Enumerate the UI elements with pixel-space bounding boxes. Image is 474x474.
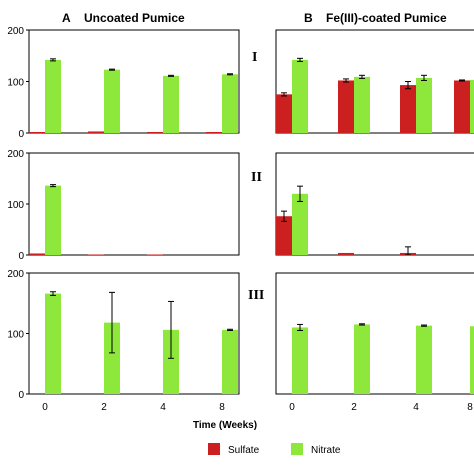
panel-b-ii-bar-sulfate: [276, 216, 292, 255]
panel-a-iii-ytick-label: 100: [7, 330, 24, 341]
panel-a-iii-bar-nitrate: [163, 329, 179, 394]
panel-b-iii-bar-nitrate: [470, 326, 474, 394]
panel-a-iii-ytick-label: 200: [7, 269, 24, 280]
panel-b-i-bar-nitrate: [470, 79, 474, 133]
panel-b-iii-bar-nitrate: [354, 324, 370, 394]
panel-a-ii-ytick-label: 0: [18, 251, 24, 262]
panel-a-i-bar-nitrate: [45, 59, 61, 134]
panel-b-iii: [275, 272, 474, 395]
legend-label-sulfate: Sulfate: [228, 445, 260, 456]
panel-a-i-bar-sulfate: [147, 131, 163, 133]
panel-b-i-bar-sulfate: [400, 85, 416, 133]
panel-a-i-ytick-label: 100: [7, 78, 24, 89]
panel-b-i: [275, 29, 474, 134]
panel-a-i-bar-sulfate: [29, 131, 45, 133]
panel-b-ii-bar-sulfate: [338, 252, 354, 255]
panel-a-iii-ytick-label: 0: [18, 390, 24, 401]
x-tick-label: 0: [289, 402, 295, 413]
column-title-uncoated: Uncoated Pumice: [84, 11, 185, 25]
column-title-coated: Fe(III)-coated Pumice: [326, 11, 447, 25]
panel-a-iii: 0 100 200: [7, 269, 240, 401]
panel-a-ii: 0 100 200: [7, 149, 240, 262]
x-tick-label: 0: [42, 402, 48, 413]
panel-b-ii-frame: [275, 152, 474, 256]
panel-b-i-frame: [275, 29, 474, 134]
panel-a-i: 0 100 200: [7, 26, 240, 140]
panel-a-i-ytick-label: 0: [18, 129, 24, 140]
panel-b-i-bar-sulfate: [338, 80, 354, 133]
panel-a-i-bar-nitrate: [222, 74, 238, 133]
panel-b-ii-bar-nitrate: [292, 193, 308, 255]
panel-a-i-bar-sulfate: [206, 131, 222, 133]
x-tick-label: 4: [413, 402, 419, 413]
panel-a-iii-bar-nitrate: [222, 329, 238, 394]
panel-b-i-bar-sulfate: [454, 80, 470, 133]
legend-label-nitrate: Nitrate: [311, 445, 341, 456]
panel-b-i-bar-nitrate: [292, 59, 308, 134]
panel-a-iii-bar-nitrate: [45, 293, 61, 394]
panel-b-ii: [275, 152, 474, 256]
panel-a-ii-ytick-label: 200: [7, 149, 24, 160]
panel-b-iii-frame: [275, 272, 474, 395]
panel-a-ii-bar-nitrate: [45, 185, 61, 255]
row-label-2: II: [251, 170, 262, 185]
x-tick-label: 8: [219, 402, 225, 413]
x-tick-label: 2: [351, 402, 357, 413]
x-tick-label: 4: [160, 402, 166, 413]
panel-b-i-bar-nitrate: [416, 77, 432, 133]
panel-a-ii-bar-sulfate: [29, 253, 45, 255]
panel-a-i-bar-nitrate: [163, 75, 179, 133]
row-label-1: I: [252, 50, 257, 65]
panel-letter-a: A: [62, 11, 71, 25]
x-tick-label: 2: [101, 402, 107, 413]
x-tick-labels: 0 2 4 8 0 2 4 8: [42, 402, 473, 413]
legend-swatch-sulfate: [208, 443, 220, 455]
legend-swatch-nitrate: [291, 443, 303, 455]
panel-b-iii-bar-nitrate: [416, 325, 432, 394]
panel-a-i-bar-sulfate: [88, 131, 104, 133]
panel-letter-b: B: [304, 11, 313, 25]
panel-a-i-ytick-label: 200: [7, 26, 24, 37]
panel-a-ii-bar-sulfate: [147, 254, 163, 255]
panel-b-i-bar-sulfate: [276, 94, 292, 133]
x-axis-label: Time (Weeks): [193, 420, 257, 431]
panel-a-ii-bar-sulfate: [88, 254, 104, 255]
panel-a-ii-ytick-label: 100: [7, 200, 24, 211]
panel-a-i-bar-nitrate: [104, 69, 120, 133]
panel-a-iii-bar-nitrate: [104, 322, 120, 394]
x-tick-label: 8: [467, 402, 473, 413]
panel-b-iii-bar-nitrate: [292, 327, 308, 394]
row-label-3: III: [248, 288, 264, 303]
panel-b-i-bar-nitrate: [354, 76, 370, 133]
